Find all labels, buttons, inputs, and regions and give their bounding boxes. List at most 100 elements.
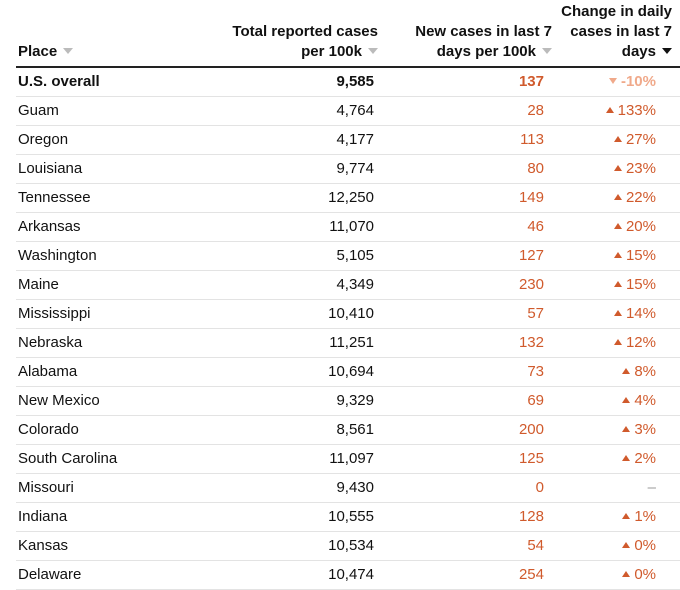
- new-cases-cell: 149: [518, 189, 544, 206]
- sort-arrow-active-icon[interactable]: [662, 48, 672, 55]
- place-cell: Delaware: [18, 566, 82, 583]
- triangle-up-icon: [622, 455, 631, 462]
- sort-arrow-icon[interactable]: [63, 48, 74, 55]
- change-value: 0%: [634, 537, 656, 554]
- change-cell: 15%: [613, 242, 656, 270]
- place-cell: Louisiana: [18, 160, 83, 177]
- total-cases-cell: 10,694: [328, 363, 374, 380]
- change-cell: 14%: [613, 300, 656, 328]
- place-cell: Kansas: [18, 537, 69, 554]
- table-row: Kansas 10,534 54 0%: [16, 532, 680, 561]
- total-cases-column-header[interactable]: Total reported cases per 100k: [232, 22, 378, 62]
- table-row: Oregon 4,177 113 27%: [16, 126, 680, 155]
- new-cases-cell: 254: [518, 566, 544, 583]
- total-header-line1: Total reported cases: [232, 23, 378, 40]
- place-cell: Arkansas: [18, 218, 81, 235]
- change-cell: 0%: [622, 561, 656, 589]
- change-cell: 1%: [622, 503, 656, 531]
- triangle-up-icon: [622, 397, 631, 404]
- place-cell: U.S. overall: [18, 73, 100, 90]
- change-value: 22%: [625, 189, 656, 206]
- new-header-line1: New cases in last 7: [415, 23, 552, 40]
- change-value: 4%: [634, 392, 656, 409]
- change-cell: 27%: [613, 126, 656, 154]
- new-cases-cell: 28: [527, 102, 544, 119]
- table-row: Missouri 9,430 0 –: [16, 474, 680, 503]
- total-cases-cell: 8,561: [336, 421, 374, 438]
- total-cases-cell: 10,555: [328, 508, 374, 525]
- cases-table: Place Total reported cases per 100k New …: [16, 0, 680, 590]
- new-cases-cell: 46: [527, 218, 544, 235]
- total-cases-cell: 5,105: [336, 247, 374, 264]
- change-value: 1%: [634, 508, 656, 525]
- triangle-up-icon: [605, 107, 614, 114]
- total-cases-cell: 11,070: [329, 218, 374, 235]
- total-header-line2: per 100k: [301, 43, 362, 60]
- change-cell: 12%: [613, 329, 656, 357]
- new-cases-cell: 125: [518, 450, 544, 467]
- triangle-up-icon: [622, 542, 631, 549]
- change-value: 15%: [625, 247, 656, 264]
- change-cell: 3%: [622, 416, 656, 444]
- total-cases-cell: 11,097: [329, 450, 374, 467]
- place-cell: Colorado: [18, 421, 79, 438]
- table-row: Maine 4,349 230 15%: [16, 271, 680, 300]
- change-value: 14%: [625, 305, 656, 322]
- new-cases-cell: 57: [527, 305, 544, 322]
- place-header-label: Place: [18, 43, 58, 60]
- new-cases-cell: 113: [520, 131, 544, 148]
- change-header-line2: cases in last 7: [570, 23, 672, 40]
- sort-arrow-icon[interactable]: [542, 48, 552, 55]
- triangle-up-icon: [622, 513, 631, 520]
- change-cell: 20%: [613, 213, 656, 241]
- table-row: Delaware 10,474 254 0%: [16, 561, 680, 590]
- change-cell: 2%: [622, 445, 656, 473]
- change-value: 23%: [625, 160, 656, 177]
- change-value: 12%: [625, 334, 656, 351]
- new-cases-cell: 54: [527, 537, 544, 554]
- place-cell: Tennessee: [18, 189, 91, 206]
- change-value: 8%: [634, 363, 656, 380]
- total-cases-cell: 10,534: [328, 537, 374, 554]
- total-cases-cell: 4,764: [336, 102, 374, 119]
- total-cases-cell: 11,251: [329, 334, 374, 351]
- table-row: Washington 5,105 127 15%: [16, 242, 680, 271]
- change-value: 27%: [625, 131, 656, 148]
- place-cell: Indiana: [18, 508, 68, 525]
- change-column-header[interactable]: Change in daily cases in last 7 days: [561, 2, 672, 62]
- table-row: South Carolina 11,097 125 2%: [16, 445, 680, 474]
- change-cell: 15%: [613, 271, 656, 299]
- total-cases-cell: 9,329: [336, 392, 374, 409]
- triangle-up-icon: [613, 194, 622, 201]
- triangle-up-icon: [613, 252, 622, 259]
- new-cases-cell: 230: [518, 276, 544, 293]
- triangle-down-icon: [608, 78, 617, 85]
- table-row: Mississippi 10,410 57 14%: [16, 300, 680, 329]
- change-cell: 133%: [605, 97, 656, 125]
- total-cases-cell: 4,177: [336, 131, 374, 148]
- change-header-line1: Change in daily: [561, 3, 672, 20]
- triangle-up-icon: [613, 136, 622, 143]
- place-column-header[interactable]: Place: [18, 42, 74, 62]
- triangle-up-icon: [613, 223, 622, 230]
- place-cell: South Carolina: [18, 450, 118, 467]
- new-cases-column-header[interactable]: New cases in last 7 days per 100k: [415, 22, 552, 62]
- total-cases-cell: 12,250: [328, 189, 374, 206]
- sort-arrow-icon[interactable]: [368, 48, 378, 55]
- change-value: 133%: [617, 102, 656, 119]
- new-cases-cell: 127: [518, 247, 544, 264]
- table-row: Arkansas 11,070 46 20%: [16, 213, 680, 242]
- table-row: Indiana 10,555 128 1%: [16, 503, 680, 532]
- total-cases-cell: 10,474: [328, 566, 374, 583]
- change-value: 2%: [634, 450, 656, 467]
- place-cell: Oregon: [18, 131, 69, 148]
- new-cases-cell: 200: [518, 421, 544, 438]
- total-cases-cell: 4,349: [336, 276, 374, 293]
- change-header-line3: days: [621, 43, 656, 60]
- triangle-up-icon: [622, 368, 631, 375]
- new-cases-cell: 132: [518, 334, 544, 351]
- total-cases-cell: 9,774: [336, 160, 374, 177]
- table-row: Louisiana 9,774 80 23%: [16, 155, 680, 184]
- triangle-up-icon: [622, 571, 631, 578]
- place-cell: Mississippi: [18, 305, 91, 322]
